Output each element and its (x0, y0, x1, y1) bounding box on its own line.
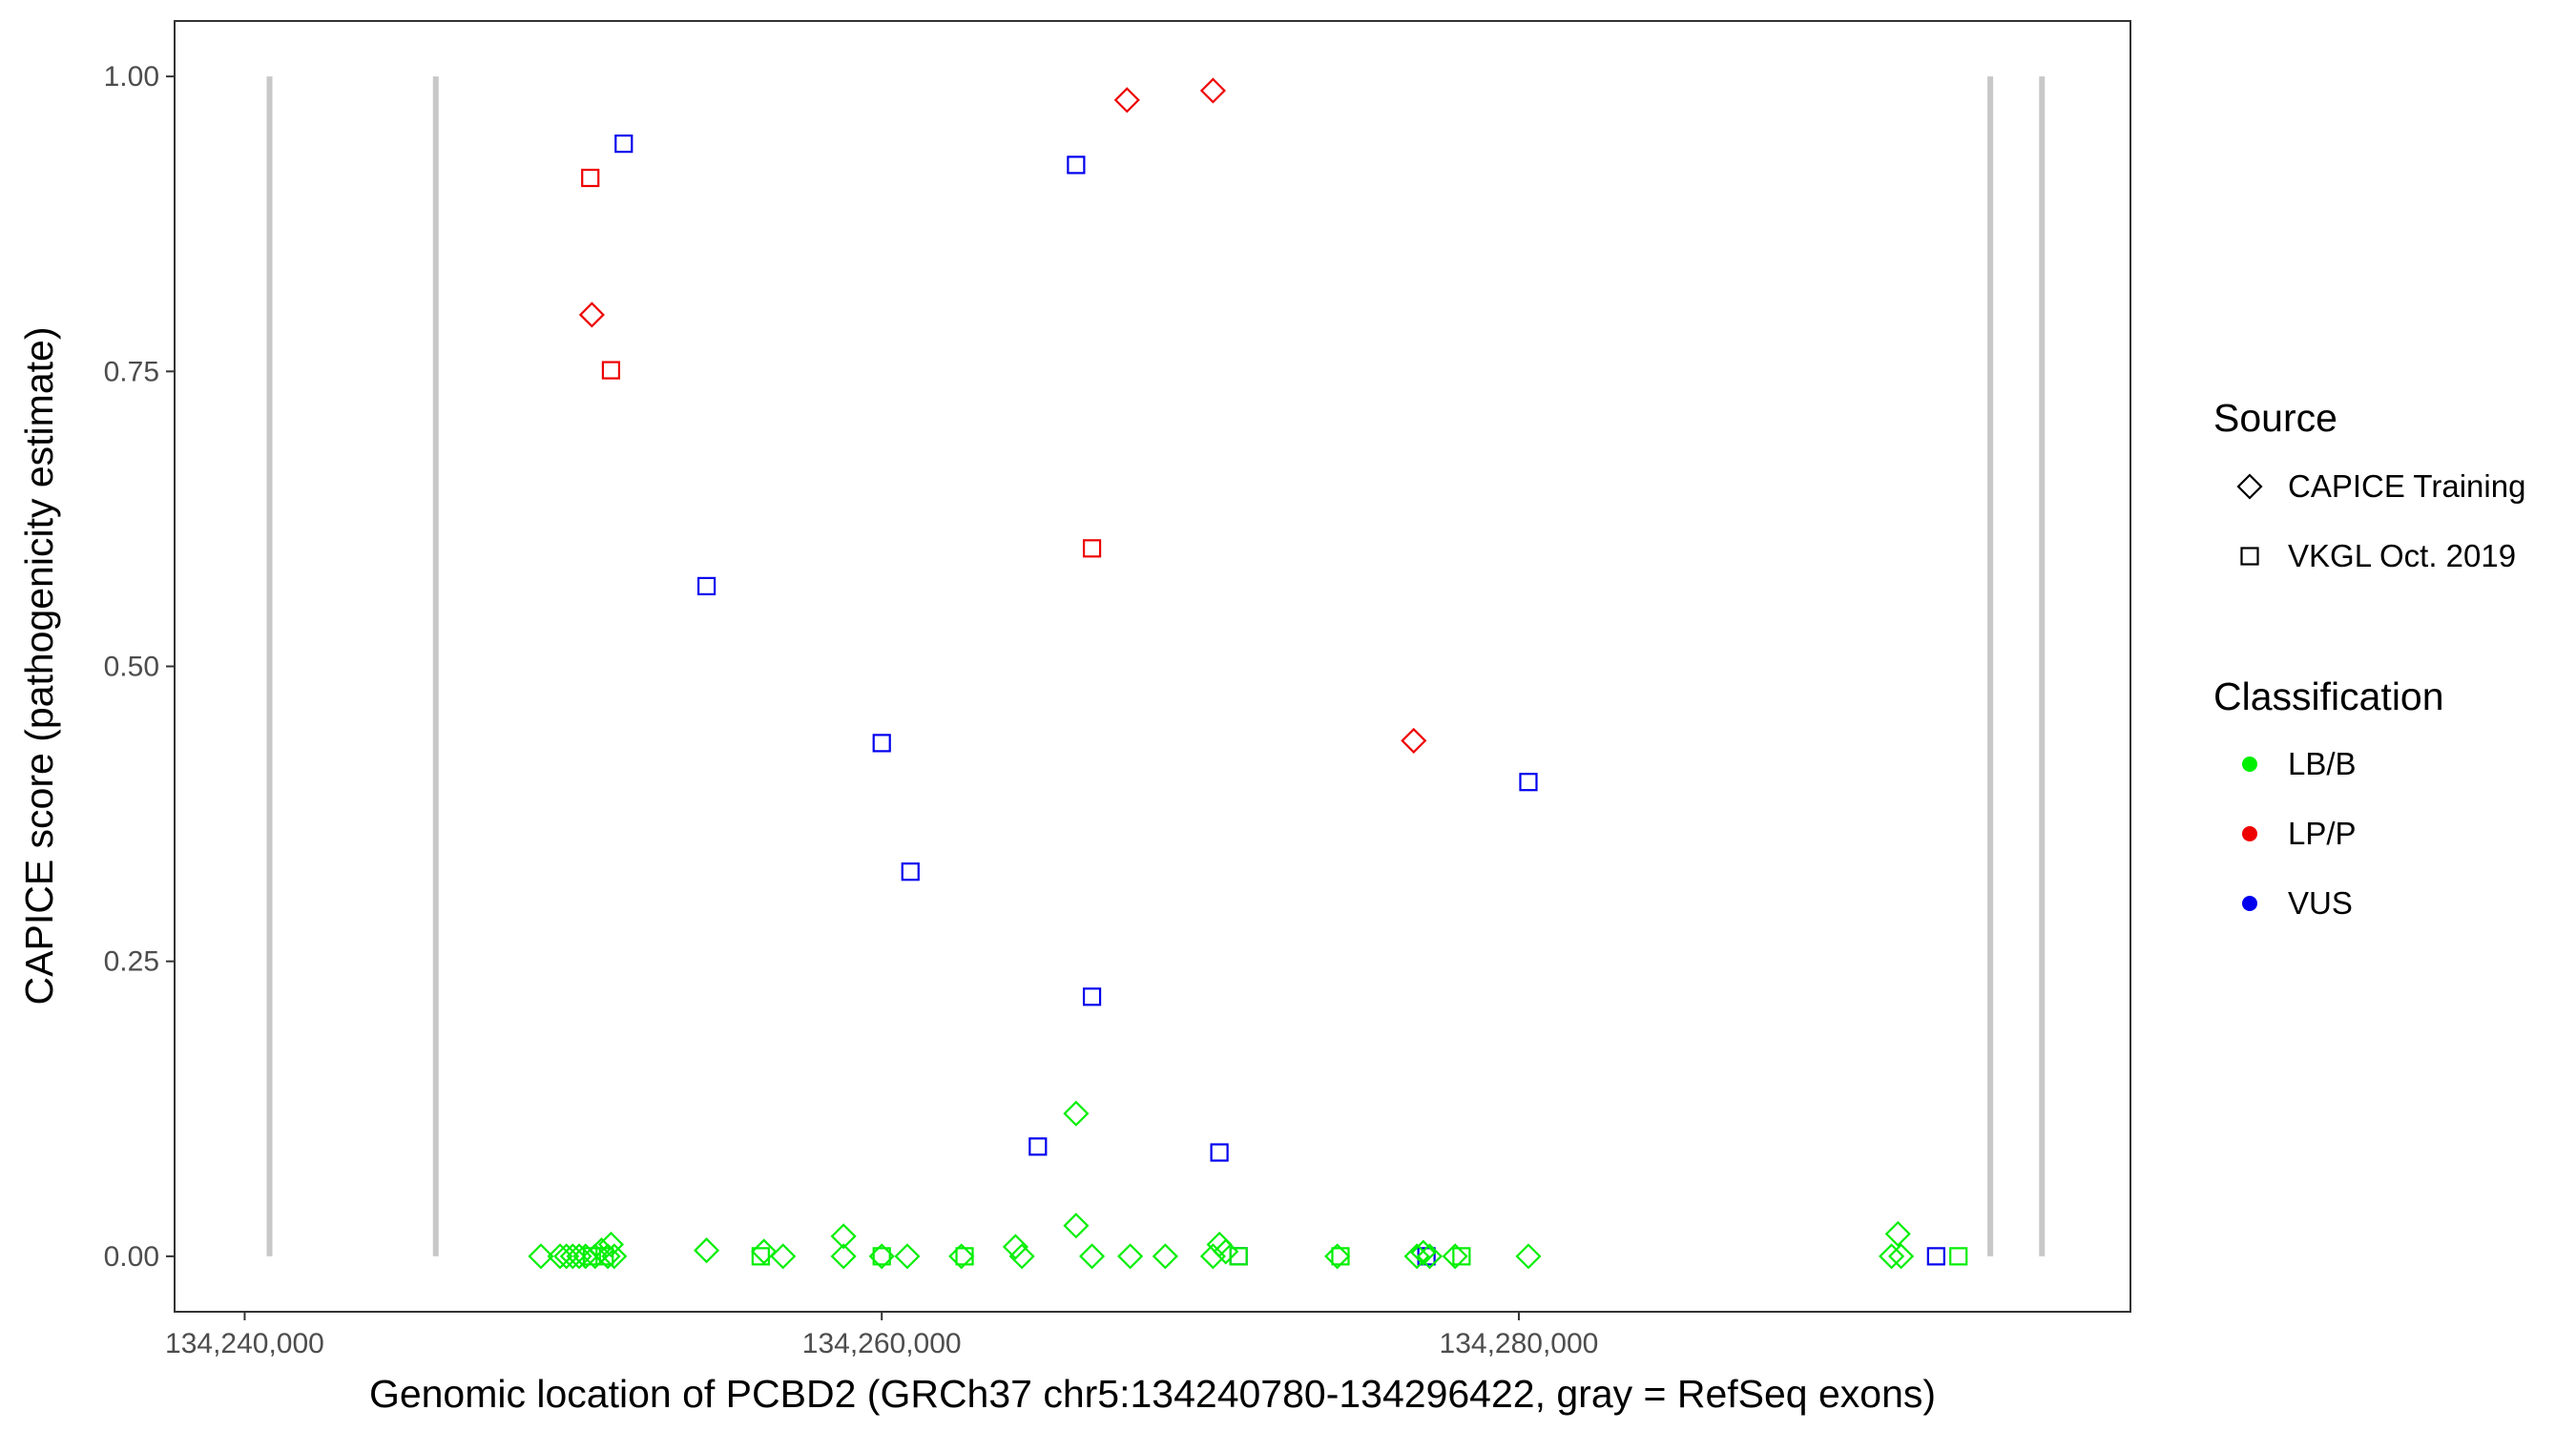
data-point (1452, 1247, 1471, 1266)
exon-markers (266, 76, 2046, 1256)
data-point (553, 1243, 580, 1270)
data-point (1442, 1243, 1468, 1270)
data-point (1199, 1243, 1226, 1270)
data-point (1199, 77, 1226, 104)
legend-label: VUS (2288, 885, 2353, 921)
y-axis: 0.00 0.25 0.50 0.75 1.00 (104, 61, 175, 1273)
data-point (1515, 1243, 1542, 1270)
data-point (1063, 1100, 1090, 1127)
data-point (595, 1247, 614, 1266)
data-point (901, 862, 920, 881)
data-point (1008, 1243, 1035, 1270)
legend-key-dot (2242, 826, 2257, 841)
data-points (528, 77, 1968, 1270)
data-point (1210, 1143, 1229, 1162)
legend-title: Classification (2213, 674, 2444, 718)
y-tick-label: 0.25 (104, 946, 159, 978)
data-point (830, 1243, 857, 1270)
legend-label: VKGL Oct. 2019 (2288, 538, 2516, 573)
data-point (597, 1231, 624, 1258)
data-point (948, 1243, 975, 1270)
data-point (1519, 773, 1538, 792)
legend-key-dot (2242, 896, 2257, 911)
data-point (1403, 1243, 1430, 1270)
data-point (1002, 1234, 1028, 1260)
legend-title: Source (2213, 396, 2337, 440)
data-point (1331, 1247, 1350, 1266)
data-point (1324, 1243, 1351, 1270)
x-axis: 134,240,000 134,260,000 134,280,000 (165, 1312, 1598, 1359)
legend-key-diamond (2236, 473, 2263, 500)
data-point (582, 1243, 609, 1270)
data-point (528, 1243, 554, 1270)
data-point (601, 1243, 628, 1270)
legend: Source CAPICE Training VKGL Oct. 2019 Class… (2213, 396, 2525, 921)
data-point (1152, 1243, 1178, 1270)
data-point (1401, 727, 1427, 754)
y-tick-label: 0.50 (104, 652, 159, 683)
data-point (1117, 1243, 1144, 1270)
data-point (1949, 1247, 1968, 1266)
data-point (547, 1243, 573, 1270)
x-axis-title: Genomic location of PCBD2 (GRCh37 chr5:1… (369, 1372, 1936, 1416)
data-point (751, 1247, 770, 1266)
y-tick-label: 1.00 (104, 61, 159, 93)
legend-key-dot (2242, 757, 2257, 772)
y-tick-label: 0.00 (104, 1241, 159, 1273)
data-point (559, 1243, 586, 1270)
data-point (872, 1247, 891, 1266)
data-point (1884, 1220, 1911, 1247)
x-tick-label: 134,260,000 (802, 1328, 962, 1359)
data-point (1416, 1243, 1444, 1270)
legend-key-square (2240, 547, 2259, 566)
data-point (770, 1243, 797, 1270)
data-point (1926, 1247, 1945, 1266)
data-point (1067, 156, 1086, 175)
x-tick-label: 134,280,000 (1440, 1328, 1599, 1359)
data-point (601, 361, 621, 380)
data-point (696, 576, 717, 596)
data-point (872, 734, 891, 753)
data-point (1879, 1243, 1905, 1270)
data-point (614, 135, 634, 154)
data-point (1410, 1239, 1437, 1266)
data-point (1063, 1213, 1090, 1239)
data-point (1888, 1243, 1915, 1270)
y-tick-label: 0.75 (104, 356, 159, 387)
legend-label: LB/B (2288, 746, 2357, 781)
data-point (1113, 87, 1140, 114)
data-point (578, 301, 605, 328)
y-axis-title: CAPICE score (pathogenicity estimate) (17, 327, 61, 1006)
data-point (955, 1247, 974, 1266)
data-point (1082, 539, 1102, 558)
data-point (694, 1237, 720, 1264)
data-point (751, 1238, 778, 1265)
data-point (581, 168, 600, 188)
data-point (1229, 1247, 1248, 1266)
data-point (830, 1223, 857, 1250)
data-point (1028, 1137, 1048, 1156)
legend-label: LP/P (2288, 816, 2357, 851)
data-point (894, 1243, 921, 1270)
data-point (1082, 987, 1102, 1006)
legend-label: CAPICE Training (2288, 468, 2525, 504)
data-point (1079, 1243, 1106, 1270)
x-tick-label: 134,240,000 (165, 1328, 324, 1359)
data-point (582, 1247, 601, 1266)
